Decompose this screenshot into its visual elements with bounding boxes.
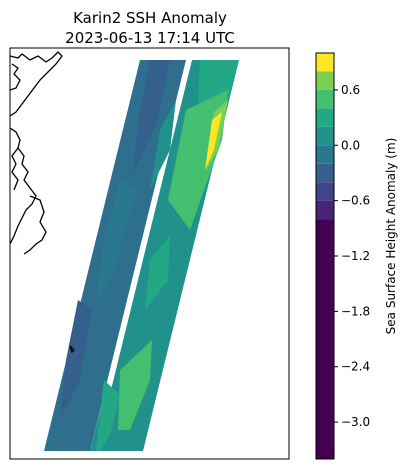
coastline-upper-inlet [10, 63, 21, 91]
swath-right-contour-d [205, 112, 222, 170]
coastline-north [10, 51, 63, 117]
colorbar-tick-label-4: −1.8 [341, 304, 370, 318]
colorbar-tick-label-6: −3.0 [341, 415, 370, 429]
coastline-peninsula [23, 195, 47, 255]
map-frame [9, 47, 290, 460]
colorbar-level-3 [316, 163, 334, 183]
chart-subtitle: 2023-06-13 17:14 UTC [65, 29, 235, 47]
swath-right-contour-g [96, 380, 120, 451]
colorbar-ticks: 0.6 0.0 −0.6 −1.2 −1.8 −2.4 −3.0 [334, 83, 370, 429]
colorbar-level-9 [316, 53, 334, 72]
colorbar-level-2 [316, 182, 334, 201]
swath-left-contour-e [150, 100, 176, 190]
coastline-mid [10, 127, 37, 245]
swath-right-contour-e [145, 235, 170, 310]
swath-left [44, 60, 186, 451]
colorbar-tick-label-2: −0.6 [341, 194, 370, 208]
swath-left-contour-c [60, 300, 92, 420]
colorbar-level-0 [316, 219, 334, 459]
swath-left-contour-b [96, 180, 138, 300]
colorbar-levels [316, 53, 334, 459]
coastline-bay [11, 147, 19, 191]
chart-title-block: Karin2 SSH Anomaly 2023-06-13 17:14 UTC [10, 8, 290, 48]
map-area [10, 51, 239, 451]
swath-right [96, 60, 239, 451]
colorbar-tick-label-1: 0.0 [341, 138, 360, 152]
colorbar-level-6 [316, 108, 334, 127]
colorbar-level-8 [316, 71, 334, 90]
colorbar-axis-label: Sea Surface Height Anomaly (m) [384, 138, 398, 335]
chart-title: Karin2 SSH Anomaly [73, 9, 227, 27]
swath-left-contour-a [132, 60, 170, 175]
colorbar-level-1 [316, 200, 334, 220]
coastline [10, 51, 75, 354]
colorbar-level-5 [316, 126, 334, 146]
colorbar-level-4 [316, 145, 334, 164]
colorbar-level-7 [316, 89, 334, 109]
swath-right-contour-f [118, 340, 152, 430]
coastline-island [69, 345, 75, 354]
colorbar-tick-label-3: −1.2 [341, 249, 370, 263]
colorbar-tick-label-5: −2.4 [341, 360, 370, 374]
colorbar-tick-label-0: 0.6 [341, 83, 360, 97]
